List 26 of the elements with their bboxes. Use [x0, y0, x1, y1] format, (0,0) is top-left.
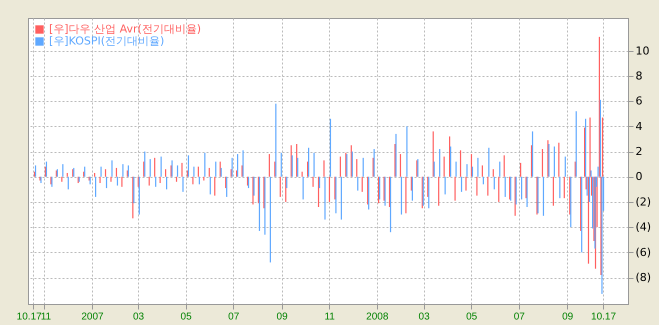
x-tick-label: 07	[228, 312, 240, 322]
x-tick-label: 09	[276, 312, 288, 322]
y-tick-label: (4)	[636, 220, 652, 234]
x-tick-label: 09	[562, 312, 574, 322]
y-tick-label: 2	[636, 145, 642, 158]
x-tick-label: 10.17	[16, 312, 42, 322]
x-tick-label: 11	[324, 312, 336, 322]
x-tick-label: 10.17	[591, 312, 616, 322]
x-tick-label: 05	[180, 312, 192, 322]
y-tick-label: 0	[636, 170, 642, 184]
x-tick-label: 2008	[366, 312, 389, 322]
y-tick-label: (2)	[636, 195, 652, 208]
x-tick-label: 03	[418, 312, 430, 322]
legend-label: [우]KOSPI(전기대비율)	[49, 34, 164, 48]
y-tick-label: 10	[636, 44, 650, 58]
y-tick-label: 4	[636, 120, 642, 133]
y-tick-label: 6	[636, 94, 642, 108]
x-tick-label: 11	[40, 312, 52, 322]
x-tick-label: 03	[132, 312, 145, 322]
x-tick-label: 05	[466, 312, 478, 322]
y-tick-label: (8)	[636, 271, 652, 284]
y-tick-label: (6)	[636, 246, 652, 259]
y-tick-label: 8	[636, 69, 642, 82]
x-tick-label: 07	[514, 312, 526, 322]
legend-label: [우]다우 산업 Avr(전기대비율)	[49, 22, 202, 36]
x-tick-label: 2007	[81, 312, 104, 322]
